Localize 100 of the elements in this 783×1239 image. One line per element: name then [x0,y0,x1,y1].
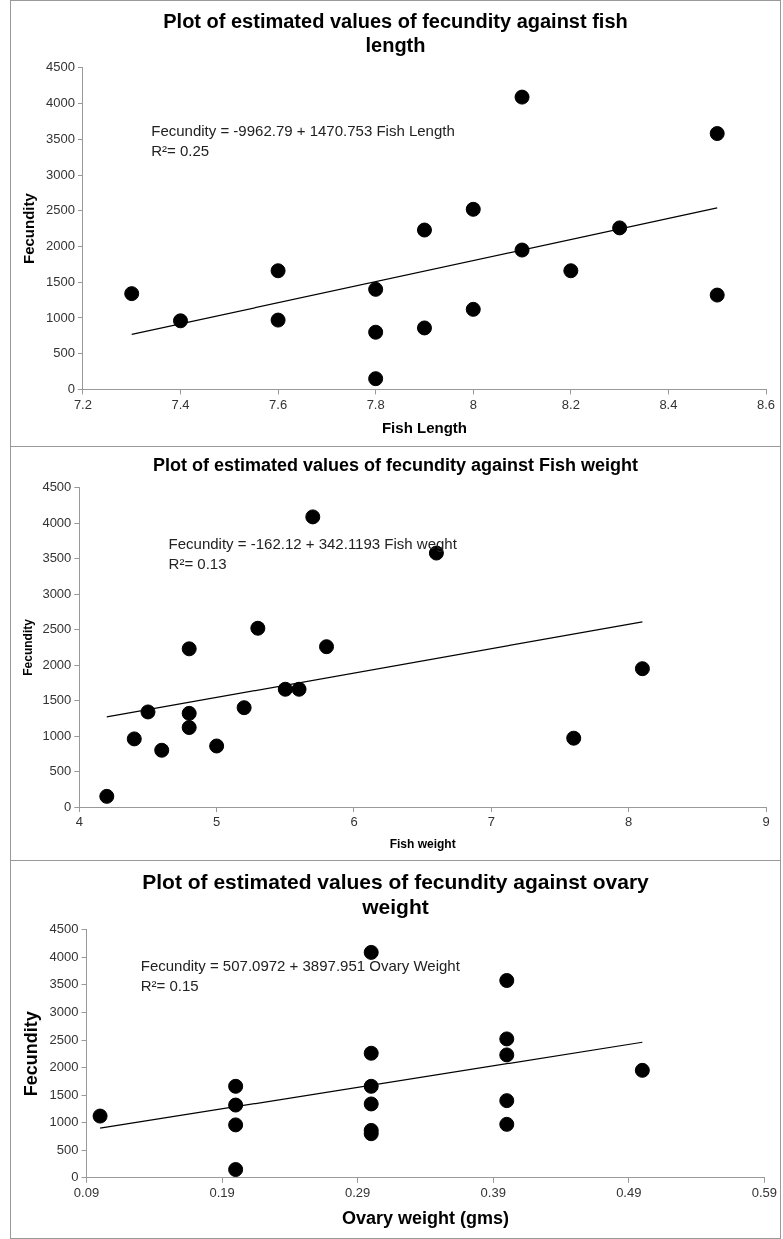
x-tick-label: 0.39 [480,1185,506,1201]
x-tick-label: 8 [625,813,633,829]
y-tick-label: 4500 [46,59,75,75]
point [499,1031,515,1047]
point [499,973,515,989]
point [124,286,140,302]
point [209,738,225,754]
point [92,1108,108,1124]
point [173,313,188,329]
y-axis-title: Fecundity [20,192,38,265]
y-tick-label: 2500 [46,202,75,218]
point [709,287,725,303]
point [363,945,379,961]
point [181,640,197,656]
y-tick-label: 1000 [42,727,72,743]
point [514,89,530,105]
point [416,222,432,238]
point [228,1079,244,1095]
point [499,1047,515,1063]
point [277,681,293,697]
x-tick-label: 8.6 [756,396,776,412]
y-tick-label: 2000 [46,238,75,254]
y-tick-label: 2500 [49,1031,79,1047]
x-tick-label: 6 [350,813,358,829]
y-tick-label: 1500 [46,273,75,289]
annotation: R²= 0.13 [168,554,227,572]
y-tick-label: 4500 [49,921,79,937]
point [236,699,252,715]
point [465,301,481,317]
y-tick-label: 2500 [42,620,72,636]
y-tick-label: 3500 [46,130,75,146]
point [270,263,286,279]
annotation: R²= 0.25 [151,142,210,160]
y-tick-label: 4500 [42,478,72,494]
x-tick-label: 0.59 [751,1185,778,1201]
point [363,1096,379,1112]
x-axis-title: Ovary weight (gms) [341,1208,509,1229]
annotation: R²= 0.15 [140,977,199,995]
point [363,1046,379,1062]
x-tick-label: 7 [487,813,495,829]
x-tick-label: 0.09 [73,1185,100,1201]
y-tick-label: 500 [53,345,75,361]
point [99,788,115,804]
x-tick-label: 0.49 [616,1185,642,1201]
y-tick-label: 0 [67,380,75,396]
y-tick-label: 0 [64,798,72,814]
point [140,704,156,720]
y-tick-label: 4000 [49,949,79,965]
y-tick-label: 2000 [42,656,72,672]
point [514,242,530,258]
point [250,620,266,636]
y-tick-label: 0 [71,1169,79,1185]
point [634,1063,650,1079]
y-tick-label: 500 [56,1142,79,1158]
point [634,660,650,676]
x-axis-title: Fish weight [389,836,456,851]
point [566,730,582,746]
y-tick-label: 1000 [46,309,75,325]
point [126,731,142,746]
x-tick-label: 7.6 [269,396,288,412]
point [181,705,197,721]
x-tick-label: 5 [213,813,221,829]
y-axis-title: Fecundity [20,1011,41,1097]
x-tick-label: 7.4 [171,396,190,412]
point [154,742,170,758]
point [305,508,321,524]
point [270,312,286,328]
x-tick-label: 7.2 [73,396,92,412]
annotation: Fecundity = -9962.79 + 1470.753 Fish Length [151,122,455,140]
point [368,324,384,340]
x-tick-label: 7.8 [366,396,385,412]
y-tick-label: 500 [49,762,72,778]
y-tick-label: 3500 [42,549,72,565]
y-tick-label: 1500 [49,1087,79,1103]
annotation: Fecundity = 507.0972 + 3897.951 Ovary Weight [140,957,461,975]
point [612,220,628,236]
point [709,126,725,142]
point [228,1097,244,1113]
point [363,1079,379,1095]
chart-title: Plot of estimated values of fecundity against fish length [162,9,629,57]
chart-title: Plot of estimated values of fecundity against ovary weight [141,869,650,920]
x-tick-label: 8.4 [659,396,678,412]
y-tick-label: 1000 [49,1114,79,1130]
x-axis-title: Fish Length [381,419,467,437]
y-tick-label: 2000 [49,1059,79,1075]
x-tick-label: 8.2 [561,396,580,412]
x-tick-label: 0.19 [209,1185,235,1201]
y-axis-title: Fecundity [20,618,35,676]
y-tick-label: 3500 [49,976,79,992]
point [228,1162,244,1178]
x-tick-label: 9 [762,813,770,829]
x-tick-label: 8 [469,396,477,412]
point [291,681,307,697]
point [319,638,335,654]
y-tick-label: 4000 [42,514,72,530]
point [228,1117,244,1133]
x-tick-label: 0.29 [345,1185,371,1201]
point [416,320,432,336]
point [499,1093,515,1109]
point [465,201,481,217]
